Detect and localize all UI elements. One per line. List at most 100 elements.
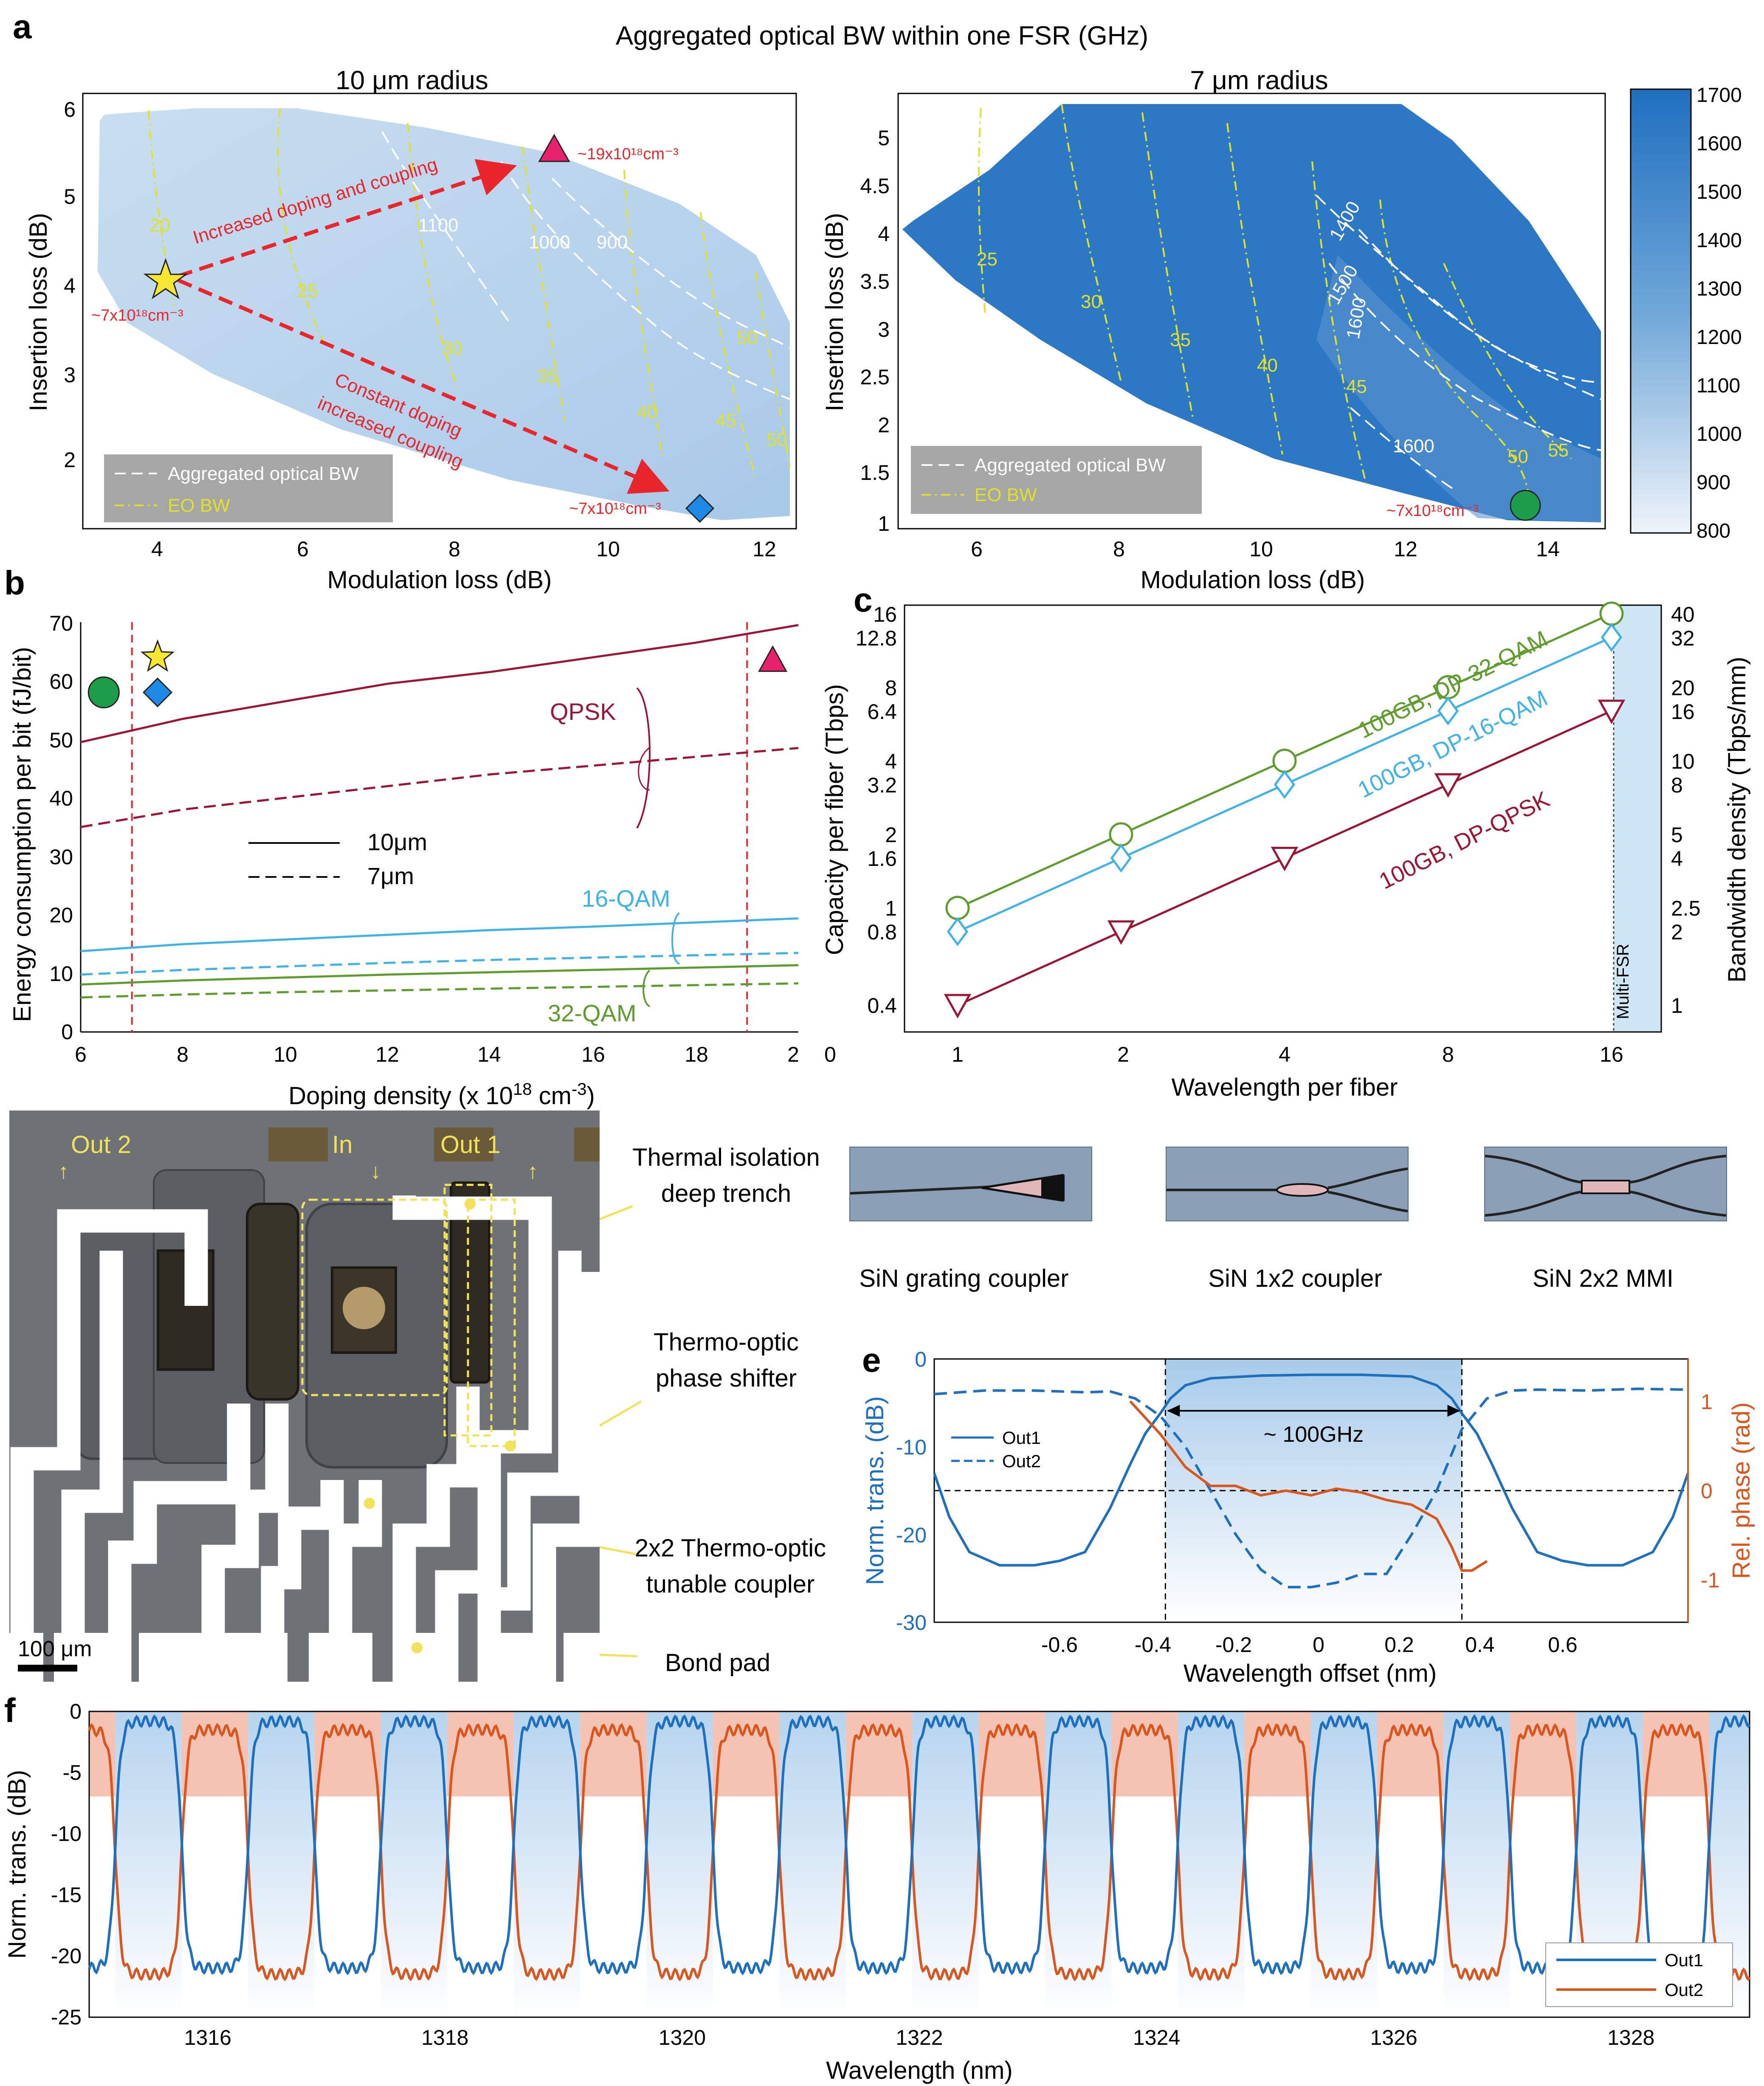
xtick-a-right-0: 6: [971, 537, 983, 561]
f-band-out2: [580, 1711, 647, 1796]
xtick-b-8: 0: [824, 1043, 836, 1066]
legend-7um: 7μm: [367, 863, 414, 889]
xtick-b-4: 14: [477, 1043, 501, 1066]
bond-pad-1: [9, 1633, 43, 1682]
contour-label-20: 20: [149, 215, 170, 236]
panel-letter-e: e: [862, 1341, 881, 1379]
series-32qam-10um: [80, 964, 799, 986]
panel-c-yticks-right: 1 2 2.5 4 5 8 10 16 20 32 40: [1671, 603, 1701, 1018]
c-marker-triangle: [1598, 699, 1626, 724]
contour-label-55r: 55: [1548, 440, 1569, 461]
ytick-c-r-8: 20: [1671, 676, 1695, 700]
c-marker-circle: [1599, 601, 1624, 626]
grating-teeth: [1041, 1175, 1065, 1201]
panel-a-right-eo-contours: [978, 104, 1572, 502]
contour-label-50a: 50: [737, 327, 758, 348]
ytick-b-2: 20: [49, 903, 73, 927]
ytick-a-left-2: 4: [64, 274, 76, 298]
panel-letter-c: c: [854, 581, 873, 619]
ytick-a-right-6: 4: [878, 222, 890, 246]
bond-pad-2: [54, 1633, 118, 1682]
ytick-c-r-4: 5: [1671, 823, 1683, 847]
xtick-e-4: 0.2: [1384, 1633, 1414, 1657]
qam16-bracket: [671, 912, 680, 965]
contour-label-30: 30: [442, 338, 462, 359]
highlight-trench: [443, 1184, 493, 1437]
doping-label-diamond: ~7x10¹⁸cm⁻³: [569, 500, 661, 518]
xtick-e-2: -0.2: [1215, 1633, 1252, 1657]
c-marker-diamond: [1274, 770, 1296, 799]
ytick-a-left-4: 6: [64, 98, 76, 121]
panel-a-left-legend: [104, 454, 393, 522]
panel-letter-a: a: [13, 8, 32, 45]
panel-letter-f: f: [4, 1691, 16, 1729]
bandwidth-annotation: ~ 100GHz: [1264, 1422, 1364, 1447]
chip-micrograph-drawing: Out 2 In Out 1 ↑ ↓ ↑ 100 μm: [9, 1111, 600, 1682]
label-coupler-1: 2x2 Thermo-optic: [635, 1534, 826, 1562]
ytick-c-r-6: 10: [1671, 750, 1695, 773]
thumb-label-1x2: SiN 1x2 coupler: [1208, 1265, 1382, 1292]
multi-fsr-label: Multi-FSR: [1614, 944, 1632, 1019]
xtick-a-left-1: 6: [297, 537, 309, 561]
contour-label-50r: 50: [1508, 446, 1528, 467]
xlabel-b-main: Doping density (x 10: [288, 1082, 513, 1110]
panel-a-left-yticks: 2 3 4 5 6: [64, 98, 76, 472]
panel-a-left-subtitle: 10 μm radius: [335, 66, 488, 95]
panel-f-xticks: 1316 1318 1320 1322 1324 1326 1328: [184, 2026, 1655, 2049]
callout-dot-trench: [465, 1198, 476, 1209]
triangle-marker: [538, 133, 570, 162]
c-marker-triangle: [1271, 847, 1299, 871]
ytick-e-r-2: -1: [1701, 1568, 1719, 1592]
thumb-grating-coupler: [849, 1147, 1092, 1221]
xtick-f-0: 1316: [184, 2026, 231, 2049]
series-f-out2: [88, 1722, 1751, 1982]
cbar-tick-1: 1600: [1696, 132, 1742, 155]
trench-2: [246, 1203, 299, 1401]
series-f-out1: [88, 1714, 1751, 1976]
scale-bar-label: 100 μm: [18, 1637, 92, 1661]
xtick-a-right-2: 10: [1249, 537, 1273, 561]
qam32-bracket: [642, 970, 651, 1007]
panel-a-left: 10 μm radius 1100 1000 900 20 25 30 35: [25, 66, 797, 594]
ytick-a-right-1: 1.5: [860, 461, 890, 485]
panel-e-yticks-right: 1 0 -1: [1701, 1390, 1719, 1592]
contour-label-35r: 35: [1170, 330, 1191, 350]
figure-title: Aggregated optical BW within one FSR (GH…: [616, 21, 1148, 51]
ytick-e-r-0: 1: [1701, 1390, 1713, 1414]
f-band-out2: [1510, 1711, 1577, 1796]
f-band-out2: [845, 1711, 913, 1796]
panel-e-xticks: -0.6 -0.4 -0.2 0 0.2 0.4 0.6: [1041, 1633, 1578, 1657]
xtick-a-right-1: 8: [1113, 537, 1125, 561]
colorbar-ticks: 1700 1600 1500 1400 1300 1200 1100 1000 …: [1696, 84, 1742, 542]
ytick-e-r-1: 0: [1701, 1479, 1713, 1503]
xtick-a-right-3: 12: [1394, 537, 1417, 561]
thumb-2x2-mmi: [1484, 1147, 1727, 1221]
thumb-label-mmi: SiN 2x2 MMI: [1533, 1265, 1674, 1292]
f-band-out2: [181, 1711, 248, 1796]
b-marker-triangle: [758, 645, 788, 672]
cbar-tick-3: 1400: [1696, 229, 1742, 252]
contour-label-1600b: 1600: [1393, 436, 1434, 457]
contour-label-25: 25: [297, 281, 318, 302]
bond-pad-7: [479, 1633, 542, 1682]
bond-pad-3: [139, 1633, 203, 1682]
chip-pad-tile-2: [434, 1128, 493, 1161]
xtick-b-3: 12: [375, 1043, 399, 1066]
bond-pad-5: [309, 1633, 372, 1682]
xtick-c-0: 1: [952, 1043, 964, 1066]
f-band-out1: [646, 1711, 713, 2017]
panel-c-xlabel: Wavelength per fiber: [1171, 1074, 1398, 1101]
xtick-c-1: 2: [1117, 1043, 1129, 1066]
xtick-a-right-4: 14: [1536, 537, 1560, 561]
ytick-c-l-2: 1: [885, 896, 897, 920]
contour-label-40r: 40: [1257, 355, 1278, 376]
f-band-out1: [1178, 1711, 1245, 2017]
panel-c: Multi-FSR 100GB, DP-32-QAM 100GB, DP-16-…: [821, 601, 1751, 1101]
panel-b-xticks: 6 8 10 12 14 16 18 2 0: [75, 1043, 836, 1066]
arrow-in-icon: ↓: [370, 1159, 381, 1183]
label-16qam: 16-QAM: [582, 885, 671, 912]
panel-e-yticks-left: 0 -10 -20 -30: [896, 1347, 927, 1635]
f-band-out2: [1111, 1711, 1178, 1796]
ytick-f-1: -5: [63, 1761, 82, 1784]
thumb-1x2-drawing: [1167, 1167, 1408, 1212]
